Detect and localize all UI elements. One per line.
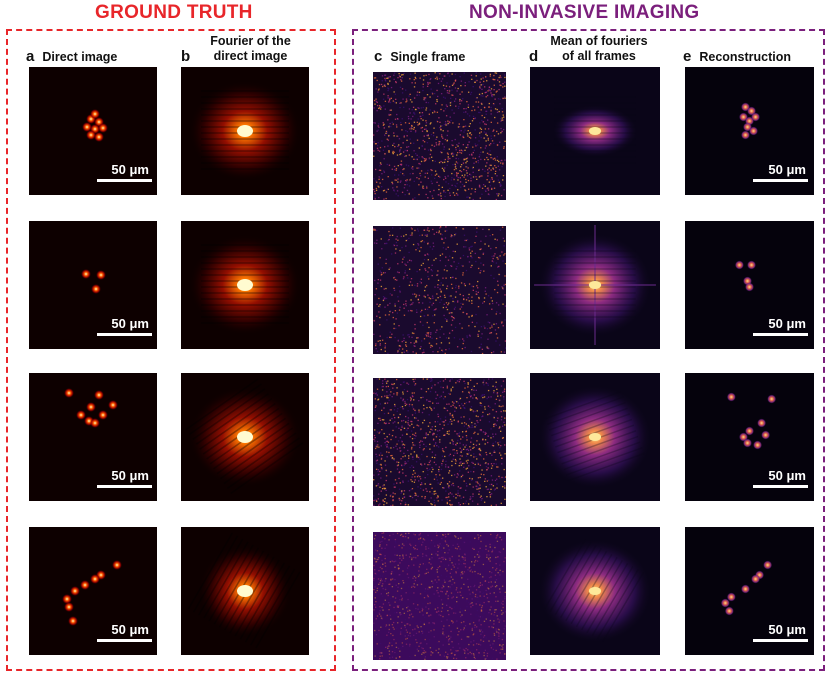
scale-bar-label: 50 μm	[111, 468, 149, 483]
panel-b-row2	[181, 221, 309, 349]
panel-d-row1	[530, 67, 660, 195]
panel-a-row4: 50 μm	[29, 527, 157, 655]
column-c-label: Single frame	[390, 50, 466, 64]
column-b-label-line1: Fourier of the	[210, 34, 291, 48]
panel-b-row3	[181, 373, 309, 501]
panel-e-row2: 50 μm	[685, 221, 814, 349]
panel-d-row2	[530, 221, 660, 349]
non-invasive-imaging-title: NON-INVASIVE IMAGING	[469, 2, 700, 23]
column-b-header: Fourier of the direct image	[198, 34, 303, 64]
column-d-header: Mean of fouriers of all frames	[544, 34, 654, 64]
panel-c-row4	[373, 532, 506, 660]
panel-c-row2	[373, 226, 506, 354]
scale-bar-label: 50 μm	[111, 162, 149, 177]
panel-b-row1	[181, 67, 309, 195]
non-invasive-box	[352, 29, 825, 671]
scale-bar	[97, 485, 152, 488]
column-c-letter: c	[374, 48, 383, 65]
column-d-letter-wrap: d	[529, 49, 546, 65]
column-b-letter: b	[181, 48, 191, 65]
column-a-header: a Direct image	[26, 49, 117, 65]
panel-a-row3: 50 μm	[29, 373, 157, 501]
scale-bar	[753, 485, 808, 488]
scale-bar	[753, 333, 808, 336]
column-b-letter-wrap: b	[181, 49, 198, 65]
scale-bar-label: 50 μm	[111, 316, 149, 331]
panel-e-row1: 50 μm	[685, 67, 814, 195]
scale-bar-label: 50 μm	[768, 622, 806, 637]
panel-d-row4	[530, 527, 660, 655]
column-c-header: c Single frame	[374, 49, 465, 65]
scale-bar-label: 50 μm	[768, 468, 806, 483]
scale-bar-label: 50 μm	[768, 316, 806, 331]
scale-bar	[97, 639, 152, 642]
panel-c-row1	[373, 72, 506, 200]
column-e-letter: e	[683, 48, 692, 65]
panel-c-row3	[373, 378, 506, 506]
panel-d-row3	[530, 373, 660, 501]
panel-b-row4	[181, 527, 309, 655]
scale-bar-label: 50 μm	[768, 162, 806, 177]
scale-bar	[753, 639, 808, 642]
panel-e-row4: 50 μm	[685, 527, 814, 655]
column-d-label-line2: of all frames	[562, 49, 636, 63]
column-e-header: e Reconstruction	[683, 49, 791, 65]
ground-truth-box	[6, 29, 336, 671]
column-e-label: Reconstruction	[699, 50, 792, 64]
column-d-label-line1: Mean of fouriers	[550, 34, 648, 48]
panel-e-row3: 50 μm	[685, 373, 814, 501]
scale-bar-label: 50 μm	[111, 622, 149, 637]
column-a-letter: a	[26, 48, 35, 65]
panel-a-row2: 50 μm	[29, 221, 157, 349]
scale-bar	[97, 333, 152, 336]
ground-truth-title: GROUND TRUTH	[95, 2, 253, 23]
panel-a-row1: 50 μm	[29, 67, 157, 195]
column-b-label-line2: direct image	[213, 49, 288, 63]
scale-bar	[97, 179, 152, 182]
scale-bar	[753, 179, 808, 182]
column-a-label: Direct image	[42, 50, 118, 64]
column-d-letter: d	[529, 48, 539, 65]
